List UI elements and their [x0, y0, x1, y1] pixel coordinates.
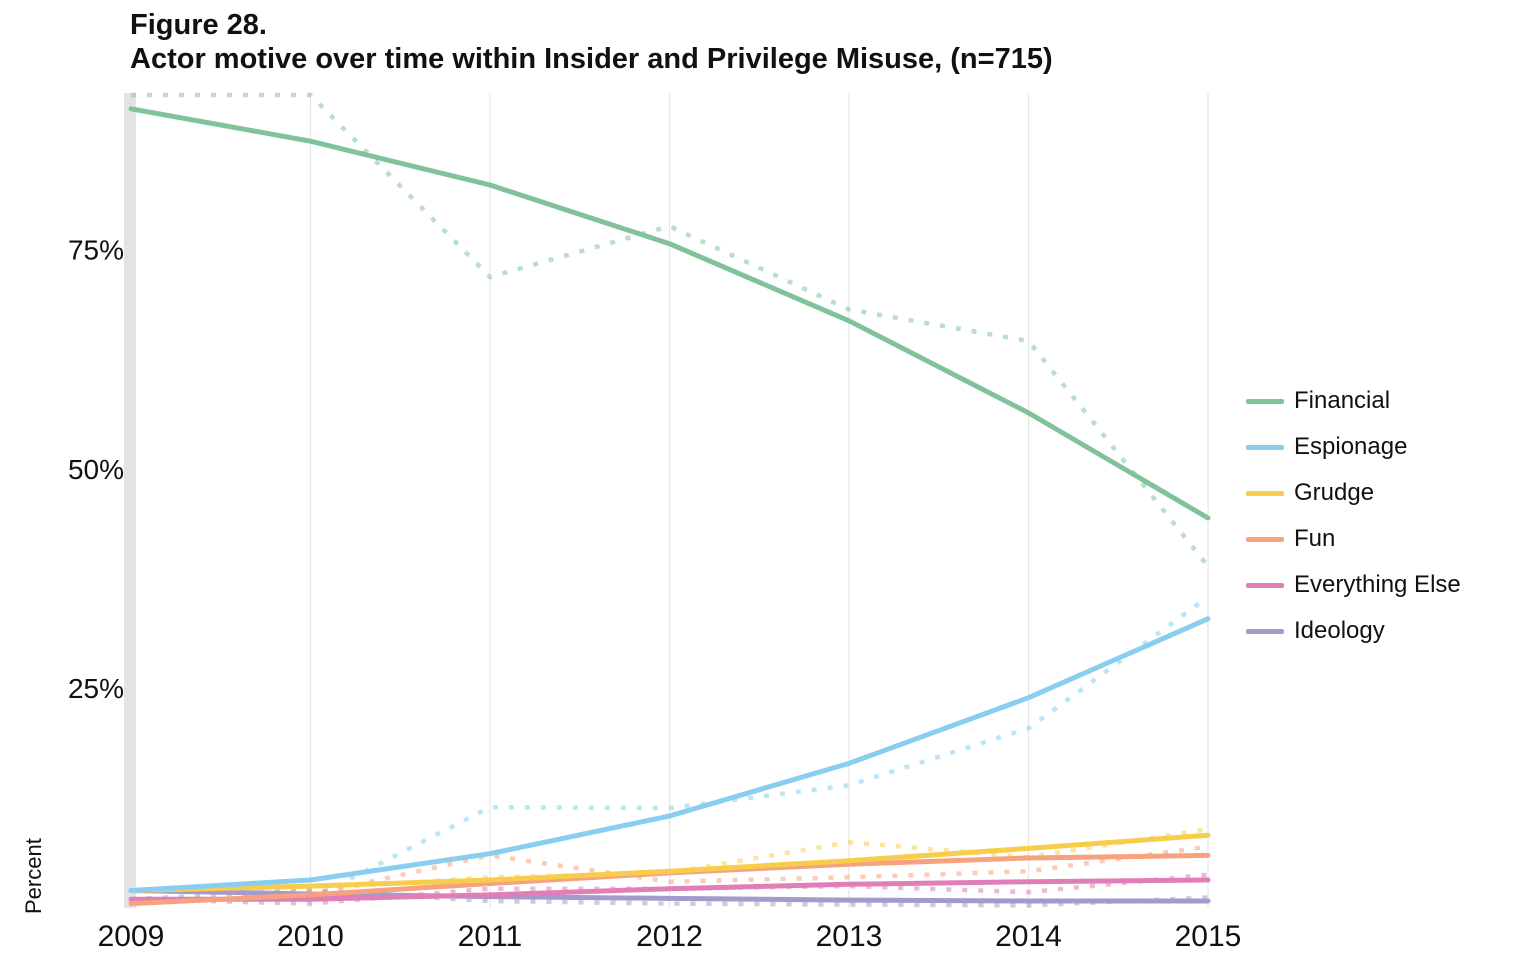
series-trend-everything-else — [128, 877, 1211, 902]
figure-header: Figure 28. Actor motive over time within… — [130, 8, 1053, 76]
series-observed-financial — [131, 92, 1210, 568]
series-trend-grudge — [128, 832, 1211, 893]
legend-label: Ideology — [1294, 617, 1385, 644]
x-tick-label: 2014 — [995, 920, 1062, 953]
trend-lines — [128, 106, 1211, 907]
y-tick-label: 25% — [68, 673, 124, 704]
series-trend-financial — [128, 106, 1211, 521]
legend-label: Grudge — [1294, 479, 1375, 506]
x-tick-label: 2013 — [816, 920, 883, 953]
gridlines — [309, 93, 1209, 908]
legend-item-ideology: Ideology — [1246, 608, 1461, 654]
x-tick-label: 2012 — [636, 920, 703, 953]
y-tick-label: 75% — [68, 235, 124, 266]
legend-label: Everything Else — [1294, 571, 1461, 598]
series-trend-espionage — [128, 616, 1211, 893]
x-tick-label: 2015 — [1175, 920, 1242, 953]
legend-swatch — [1246, 582, 1284, 588]
legend-swatch — [1246, 398, 1284, 404]
legend-label: Fun — [1294, 525, 1336, 552]
legend-item-everything-else: Everything Else — [1246, 562, 1461, 608]
legend-swatch — [1246, 444, 1284, 450]
x-tick-label: 2011 — [458, 920, 523, 953]
y-axis-bar — [124, 93, 136, 908]
legend-swatch — [1246, 628, 1284, 634]
legend-item-espionage: Espionage — [1246, 424, 1461, 470]
legend-item-financial: Financial — [1246, 378, 1461, 424]
figure-title: Actor motive over time within Insider an… — [130, 43, 1053, 75]
legend-swatch — [1246, 490, 1284, 496]
x-tick-label: 2009 — [98, 920, 165, 953]
tick-labels: 2009 2010 2011 2012 2013 2014 2015 25% 50% 75% — [68, 235, 1241, 953]
legend-label: Espionage — [1294, 433, 1408, 460]
series-observed-ideology — [130, 888, 1209, 908]
legend-swatch — [1246, 536, 1284, 542]
legend-item-grudge: Grudge — [1246, 470, 1461, 516]
y-tick-label: 50% — [68, 454, 124, 485]
series-observed-everything-else — [130, 872, 1209, 906]
legend: Financial Espionage Grudge Fun Everything El… — [1246, 378, 1461, 654]
legend-item-fun: Fun — [1246, 516, 1461, 562]
legend-label: Financial — [1294, 387, 1391, 414]
x-tick-label: 2010 — [277, 920, 344, 953]
y-axis-label: Percent — [21, 838, 46, 914]
figure-number: Figure 28. — [130, 9, 267, 41]
